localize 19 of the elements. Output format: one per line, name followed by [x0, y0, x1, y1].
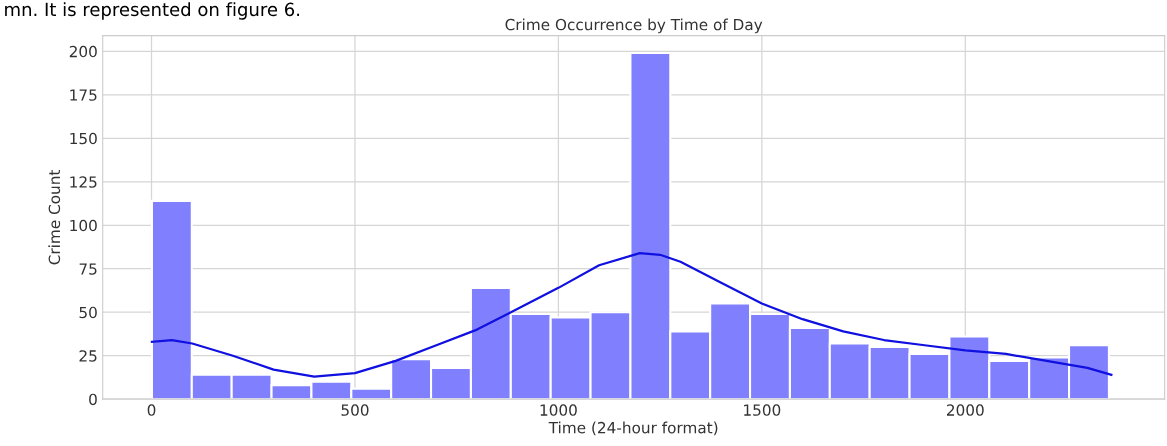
y-tick-label: 25	[79, 350, 97, 362]
line-series	[150, 251, 1113, 378]
x-tick-label: 2000	[946, 404, 984, 416]
y-axis-title: Crime Count	[48, 169, 61, 265]
x-tick-label: 1000	[540, 404, 577, 416]
x-axis-title: Time (24-hour format)	[548, 421, 718, 436]
y-tick-label: 50	[79, 306, 97, 319]
y-tick-label: 75	[79, 263, 97, 275]
y-tick-label: 200	[69, 45, 97, 58]
x-tick-label: 500	[341, 404, 369, 416]
chart-title: Crime Occurrence by Time of Day	[505, 18, 763, 34]
text: mn. It is represented on figure 6.	[5, 2, 300, 20]
y-tick-label: 0	[89, 393, 97, 406]
y-tick-label: 125	[70, 176, 97, 188]
y-tick-label: 100	[70, 219, 97, 232]
y-tick-label: 175	[70, 89, 97, 101]
x-tick-label: 1500	[744, 404, 781, 416]
x-tick-label: 0	[147, 404, 156, 416]
y-tick-label: 150	[70, 132, 97, 145]
